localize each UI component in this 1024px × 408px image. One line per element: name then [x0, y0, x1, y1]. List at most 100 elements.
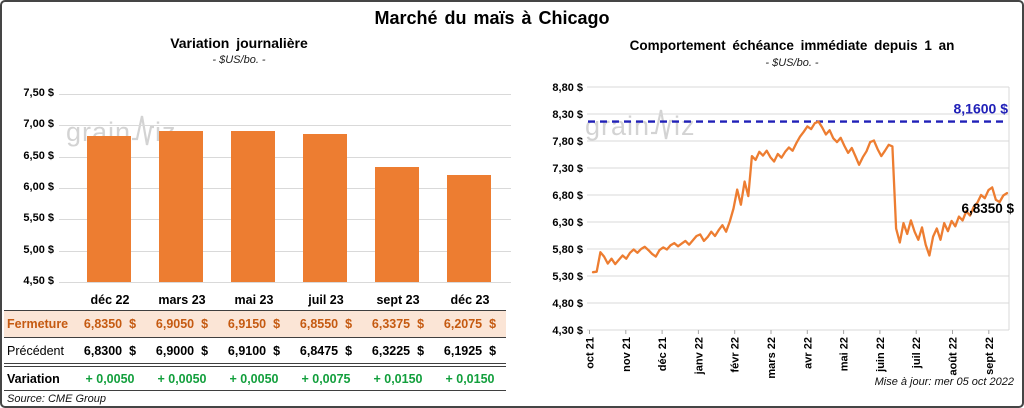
bar-y-axis-label: 5,50 $: [23, 212, 54, 225]
bar-gridline: [59, 156, 511, 158]
row-label: Fermeture: [7, 317, 69, 331]
value-cell: + 0,0075: [290, 372, 362, 386]
bar-gridline: [59, 94, 511, 95]
column-header: sept 23: [376, 293, 420, 307]
line-y-axis-label: 4,30 $: [552, 325, 583, 337]
cell-value: 6,8300 $: [84, 344, 136, 358]
line-x-axis-label: nov 21: [621, 337, 633, 372]
line-y-axis-label: 7,30 $: [552, 163, 583, 175]
line-y-axis-label: 7,80 $: [552, 136, 583, 148]
number: 6,9150: [227, 317, 267, 331]
line-y-axis-label: 5,30 $: [552, 271, 583, 283]
price-series-line: [591, 120, 1009, 274]
value-cell: + 0,0050: [74, 372, 146, 386]
value-cell: + 0,0050: [146, 372, 218, 386]
bar-gridline: [59, 282, 511, 283]
currency-symbol: $: [489, 343, 497, 358]
line-y-axis-label: 6,80 $: [552, 190, 583, 202]
cell-value: 6,9100 $: [228, 344, 280, 358]
line-chart-subtitle: - $US/bo. -: [765, 57, 819, 69]
table-row-previous: Précédent 6,8300 $6,9000 $6,9100 $ 6,8475 $ 6,3…: [4, 338, 506, 367]
line-y-axis-label: 8,80 $: [552, 82, 583, 94]
line-y-axis-label: 8,30 $: [552, 109, 583, 121]
currency-symbol: $: [129, 343, 137, 358]
table-header-row: déc 22 mars 23 mai 23 juil 23 sept 23 déc 23: [4, 290, 506, 310]
max-reference-label: 8,1600 $: [954, 101, 1009, 117]
bar-y-axis-label: 7,00 $: [23, 118, 54, 131]
value-cell: 6,8475 $: [290, 344, 362, 358]
source-note: Source: CME Group: [7, 393, 107, 405]
value-cell: 6,8550 $: [290, 317, 362, 331]
pulse-icon: [132, 115, 155, 146]
value-cell: 6,2075 $: [434, 317, 506, 331]
currency-symbol: $: [273, 343, 281, 358]
currency-symbol: $: [489, 317, 497, 331]
row-label: Précédent: [7, 343, 64, 358]
cell-value: + 0,0050: [85, 372, 134, 386]
value-cell: 6,3225 $: [362, 344, 434, 358]
bar-gridline: [59, 125, 511, 127]
number: 6,3225: [371, 343, 411, 358]
column-header: déc 23: [450, 293, 490, 307]
cell-value: 6,9150 $: [228, 317, 280, 331]
number: 6,8300: [83, 343, 123, 358]
number: 6,3375: [371, 317, 411, 331]
value-cell: + 0,0150: [362, 372, 434, 386]
line-x-axis-label: mars 22: [766, 337, 778, 379]
currency-symbol: $: [129, 317, 137, 331]
line-x-axis-label: oct 21: [585, 337, 597, 369]
line-x-axis-label: sept 22: [984, 337, 996, 375]
number: 6,1925: [443, 343, 483, 358]
currency-symbol: $: [201, 317, 209, 331]
cell-value: 6,8550 $: [300, 317, 352, 331]
bar-y-axis-label: 7,50 $: [23, 87, 54, 99]
line-y-axis-label: 6,30 $: [552, 217, 583, 229]
value-cell: 6,1925 $: [434, 344, 506, 358]
value-cell: 6,8300 $: [74, 344, 146, 358]
bar-chart-plot: 7,50 $ 7,00 $ 6,50 $ 6,00 $ 5,50 $ 5,00 $ 4,50…: [2, 2, 517, 302]
cell-value: + 0,0050: [157, 372, 206, 386]
bar-chart-title: Variation journalière: [170, 35, 308, 51]
line-y-axis-label: 4,80 $: [552, 298, 583, 310]
bar-gridline: [59, 250, 511, 252]
currency-symbol: $: [273, 317, 281, 331]
column-header: déc 22: [90, 293, 130, 307]
futures-price-table: déc 22 mars 23 mai 23 juil 23 sept 23 déc 23 F…: [4, 290, 506, 391]
cell-value: 6,8350 $: [84, 317, 136, 331]
number: 6,2075: [443, 317, 483, 331]
number: 6,9000: [155, 343, 195, 358]
grainwiz-watermark: grain iz: [585, 106, 696, 146]
cell-value: 6,3225 $: [372, 344, 424, 358]
value-cell: 6,9150 $: [218, 317, 290, 331]
watermark-text: iz: [674, 110, 696, 141]
table-row-close: Fermeture 6,8350 $ 6,9050 $ 6,9150 $6,8550 $6,3…: [4, 310, 506, 338]
page-title: Marché du maïs à Chicago: [374, 8, 610, 28]
cell-value: 6,8475 $: [300, 344, 352, 358]
daily-variation-panel: Variation journalière - $US/bo. - grain …: [2, 2, 517, 406]
number: 6,8550: [299, 317, 339, 331]
bar-gridline: [59, 188, 511, 189]
number: + 0,0150: [445, 371, 495, 386]
cell-value: + 0,0050: [229, 372, 278, 386]
number: + 0,0050: [229, 371, 279, 386]
bar-y-axis-label: 5,00 $: [23, 243, 54, 256]
value-cell: + 0,0050: [218, 372, 290, 386]
bar-mai 23: [231, 130, 275, 282]
bar-gridline: [59, 219, 511, 221]
number: + 0,0050: [157, 371, 207, 386]
row-label: Variation: [7, 371, 60, 386]
cell-value: 6,9050 $: [156, 317, 208, 331]
currency-symbol: $: [345, 317, 353, 331]
bar-mars 23: [159, 131, 203, 282]
bar-y-axis-label: 6,00 $: [23, 181, 54, 193]
bar-y-axis-label: 4,50 $: [23, 275, 54, 287]
bar-déc 22: [87, 135, 131, 282]
line-x-axis-label: juil 22: [911, 337, 923, 369]
value-cell: 6,3375 $: [362, 317, 434, 331]
number: + 0,0150: [373, 371, 423, 386]
bar-sept 23: [375, 166, 419, 282]
column-header: mars 23: [158, 293, 206, 307]
column-header: juil 23: [308, 293, 344, 307]
line-x-axis-label: avr 22: [802, 337, 814, 369]
